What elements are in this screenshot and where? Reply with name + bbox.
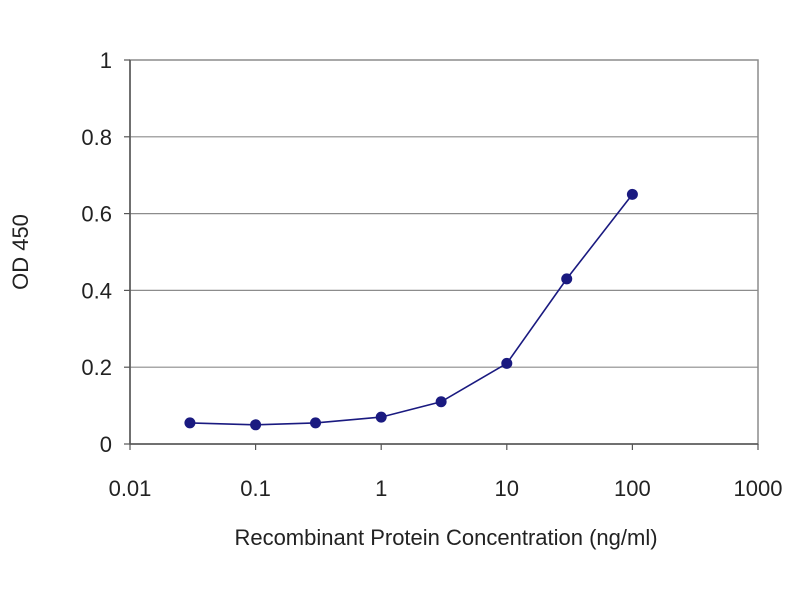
data-point: [626, 188, 638, 200]
y-tick-label: 0.8: [81, 125, 112, 150]
gridlines: [130, 136, 758, 368]
y-tick-label: 0.6: [81, 202, 112, 227]
y-tick-label: 0.4: [81, 278, 112, 303]
data-point: [435, 396, 447, 408]
series-group: [184, 188, 638, 431]
y-tick-label: 0.2: [81, 355, 112, 380]
data-point: [501, 357, 513, 369]
plot-area: [129, 59, 759, 445]
data-point: [250, 419, 262, 431]
data-point: [375, 411, 387, 423]
y-tick-label: 0: [100, 432, 112, 457]
data-point: [561, 273, 573, 285]
y-tick-label: 1: [100, 48, 112, 73]
x-tick-label: 1000: [734, 476, 783, 501]
x-tick-label: 0.01: [109, 476, 152, 501]
x-tick-label: 1: [375, 476, 387, 501]
y-axis-title: OD 450: [8, 214, 33, 290]
x-tick-label: 10: [495, 476, 519, 501]
y-axis-ticks: 0 0.2 0.4 0.6 0.8 1: [81, 48, 130, 457]
series-line: [189, 193, 634, 426]
data-point: [310, 417, 322, 429]
x-axis-ticks: 0.01 0.1 1 10 100 1000: [109, 444, 783, 501]
x-tick-label: 100: [614, 476, 651, 501]
data-point: [184, 417, 196, 429]
x-axis-title: Recombinant Protein Concentration (ng/ml…: [234, 525, 657, 550]
x-tick-label: 0.1: [240, 476, 271, 501]
